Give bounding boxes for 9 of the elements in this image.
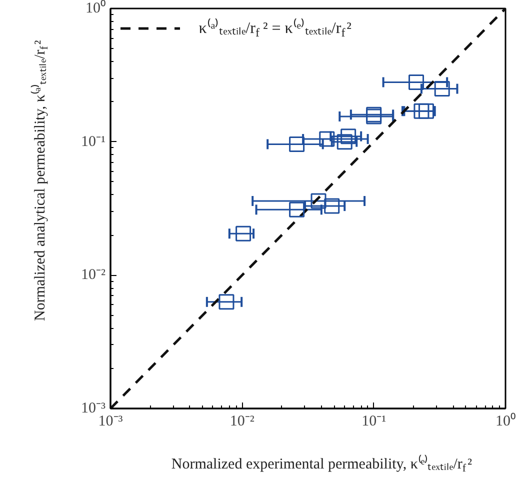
x-tick-label: 10⁰ (496, 412, 516, 430)
y-axis-title: Normalized analytical permeability, κ⁽ᵃ⁾ₜₑₓₜᵢₗₑ/rf² (30, 40, 50, 322)
x-tick-label: 10⁻³ (98, 414, 124, 430)
x-tick-label: 10⁻¹ (362, 414, 386, 430)
y-tick-label: 10⁰ (86, 0, 106, 16)
x-tick-label: 10⁻² (230, 414, 255, 430)
y-tick-label: 10⁻³ (81, 400, 106, 416)
y-tick-label: 10⁻² (81, 267, 106, 284)
y-tick-label: 10⁻¹ (81, 134, 106, 150)
